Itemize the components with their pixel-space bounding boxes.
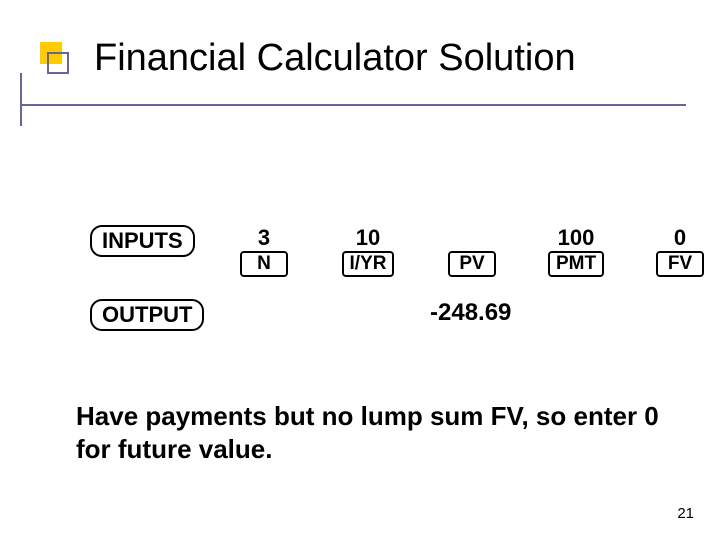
key-col-pmt: 100 PMT [542, 225, 610, 277]
title-bullet-outline [47, 52, 69, 74]
inputs-label: INPUTS [90, 225, 195, 257]
calculator-diagram: INPUTS 3 N 10 I/YR PV 100 PMT [90, 225, 650, 331]
key-col-fv: 0 FV [646, 225, 714, 277]
input-value-iyr: 10 [334, 225, 402, 251]
slide-title: Financial Calculator Solution [40, 38, 680, 80]
key-col-pv: PV [438, 225, 506, 277]
inputs-row: INPUTS 3 N 10 I/YR PV 100 PMT [90, 225, 650, 257]
input-value-n: 3 [230, 225, 298, 251]
title-rule-vertical-top [20, 73, 22, 106]
title-rule-vertical [20, 104, 22, 126]
key-n: N [240, 251, 288, 277]
output-label: OUTPUT [90, 299, 204, 331]
key-fv: FV [656, 251, 704, 277]
note-text: Have payments but no lump sum FV, so ent… [76, 400, 660, 465]
title-rule [20, 104, 686, 106]
key-col-n: 3 N [230, 225, 298, 277]
key-pv: PV [448, 251, 496, 277]
output-value: -248.69 [430, 299, 511, 327]
output-row: OUTPUT -248.69 [90, 299, 650, 331]
slide: Financial Calculator Solution INPUTS 3 N… [0, 0, 720, 540]
title-block: Financial Calculator Solution [40, 38, 680, 80]
key-pmt: PMT [548, 251, 604, 277]
key-iyr: I/YR [342, 251, 395, 277]
key-col-iyr: 10 I/YR [334, 225, 402, 277]
page-number: 21 [677, 505, 694, 522]
input-value-pmt: 100 [542, 225, 610, 251]
input-value-fv: 0 [646, 225, 714, 251]
keys-container: 3 N 10 I/YR PV 100 PMT 0 FV [230, 225, 714, 277]
input-value-pv [438, 225, 506, 251]
